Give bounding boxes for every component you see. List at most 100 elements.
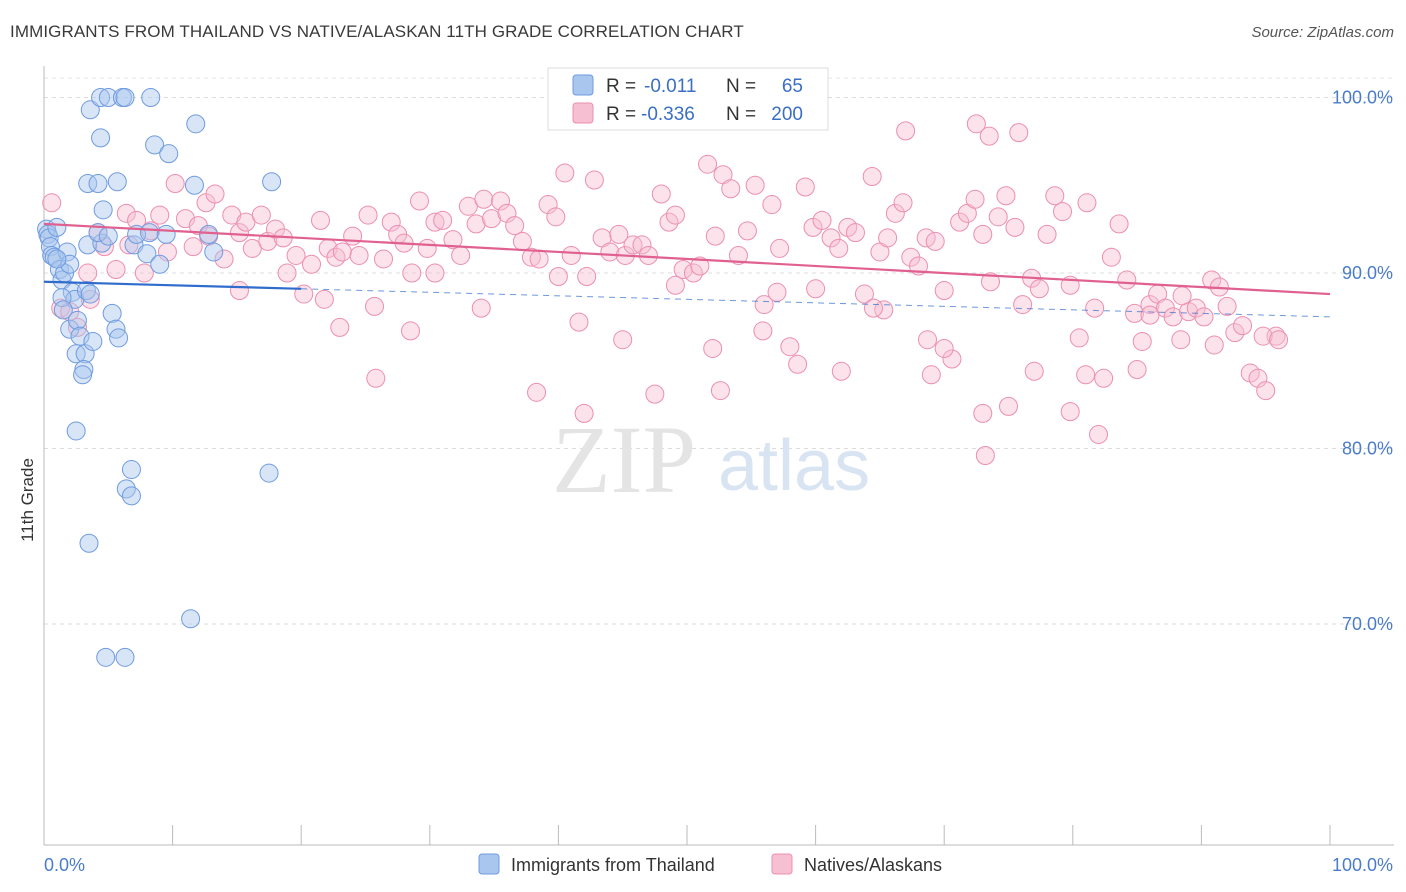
thailand-point	[96, 647, 116, 667]
natives-point	[1163, 307, 1183, 327]
natives-point	[443, 230, 463, 250]
x-tick-label-min: 0.0%	[44, 855, 85, 875]
natives-point	[921, 365, 941, 385]
thailand-point	[91, 128, 111, 148]
natives-point	[780, 337, 800, 357]
x-tick-label-max: 100.0%	[1332, 855, 1393, 875]
thailand-point	[159, 144, 179, 164]
natives-point	[314, 289, 334, 309]
natives-point	[529, 249, 549, 269]
legend-bottom-swatch-natives	[771, 853, 793, 875]
thailand-point	[91, 88, 111, 107]
thailand-point	[109, 328, 129, 348]
thailand-point	[76, 281, 96, 301]
thailand-point	[181, 609, 201, 629]
thailand-point	[83, 331, 103, 351]
natives-point	[754, 295, 774, 315]
natives-point	[555, 163, 575, 183]
thailand-point	[60, 254, 80, 274]
natives-point	[973, 403, 993, 423]
watermark-atlas: atlas	[718, 426, 870, 506]
natives-point	[854, 284, 874, 304]
chart-source: Source: ZipAtlas.com	[1251, 24, 1394, 41]
natives-point	[728, 245, 748, 265]
natives-point	[521, 247, 541, 267]
natives-point	[1269, 330, 1289, 350]
natives-point	[150, 205, 170, 225]
natives-point	[1217, 296, 1237, 316]
natives-point	[1053, 202, 1073, 222]
natives-point	[659, 212, 679, 232]
natives-point	[474, 189, 494, 209]
natives-point	[770, 238, 790, 258]
natives-point	[116, 203, 136, 223]
natives-point	[458, 196, 478, 216]
natives-point	[705, 226, 725, 246]
thailand-point	[67, 310, 87, 330]
axes	[43, 66, 1394, 846]
natives-point	[538, 195, 558, 215]
legend-top-row-natives: R = -0.336 N = 200	[572, 102, 803, 125]
natives-point	[471, 298, 491, 318]
natives-point	[512, 231, 532, 251]
thailand-point	[80, 100, 100, 120]
natives-point	[466, 214, 486, 234]
thailand-point	[47, 249, 67, 269]
natives-point	[236, 212, 256, 232]
natives-point	[548, 267, 568, 287]
trend-line-natives	[43, 222, 1331, 296]
natives-point	[561, 245, 581, 265]
thailand-point	[78, 173, 98, 193]
trend-line-thailand	[43, 280, 302, 290]
thailand-point	[75, 344, 95, 364]
natives-point	[251, 205, 271, 225]
natives-point	[1005, 217, 1025, 237]
legend-bottom-label-natives: Natives/Alaskans	[804, 855, 942, 875]
natives-point	[417, 238, 437, 258]
natives-point	[1094, 368, 1114, 388]
natives-point	[505, 216, 525, 236]
legend-bottom: Immigrants from Thailand Natives/Alaskan…	[478, 853, 942, 875]
natives-point	[1117, 270, 1137, 290]
thailand-point	[137, 244, 157, 264]
natives-point	[885, 203, 905, 223]
natives-point	[632, 235, 652, 255]
natives-point	[1202, 270, 1222, 290]
natives-point	[980, 272, 1000, 292]
natives-point	[999, 396, 1018, 416]
natives-point	[863, 298, 883, 318]
natives-point	[497, 203, 517, 223]
natives-point	[374, 249, 394, 269]
natives-point	[845, 223, 865, 243]
natives-point	[546, 207, 566, 227]
natives-point	[767, 282, 787, 302]
natives-point	[574, 403, 594, 423]
natives-point	[1225, 323, 1245, 343]
thailand-point	[57, 242, 77, 262]
thailand-point	[98, 226, 118, 246]
natives-point	[482, 209, 502, 229]
natives-point	[1253, 326, 1273, 346]
natives-point	[812, 210, 832, 230]
series-thailand-points	[37, 88, 282, 667]
natives-point	[806, 279, 826, 299]
y-tick-label: 80.0%	[1342, 439, 1393, 459]
natives-point	[358, 205, 378, 225]
watermark: ZIP atlas	[552, 406, 870, 513]
natives-point	[698, 154, 718, 174]
y-tick-label: 70.0%	[1342, 614, 1393, 634]
natives-point	[1132, 331, 1152, 351]
natives-point	[1045, 186, 1065, 206]
thailand-point	[102, 303, 122, 323]
thailand-point	[92, 233, 112, 253]
natives-point	[878, 228, 898, 248]
natives-point	[645, 384, 665, 404]
natives-point	[942, 349, 962, 369]
natives-point	[600, 242, 620, 262]
legend-n-value: 200	[771, 104, 803, 125]
natives-point	[1029, 279, 1049, 299]
natives-point	[1233, 316, 1253, 336]
natives-point	[1089, 424, 1109, 444]
legend-top-row-thailand: R = -0.011 N = 65	[572, 74, 803, 97]
natives-point	[425, 212, 445, 232]
